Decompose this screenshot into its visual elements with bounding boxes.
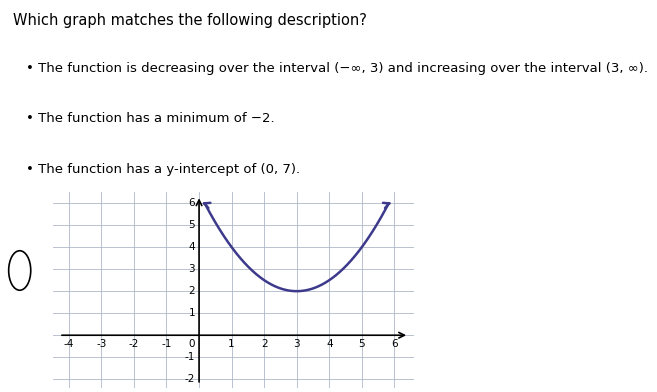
Text: 5: 5: [359, 339, 365, 349]
Text: 6: 6: [189, 198, 195, 208]
Text: • The function is decreasing over the interval (−∞, 3) and increasing over the i: • The function is decreasing over the in…: [26, 62, 648, 75]
Text: Which graph matches the following description?: Which graph matches the following descri…: [13, 13, 367, 28]
Text: 2: 2: [261, 339, 267, 349]
Text: -1: -1: [162, 339, 171, 349]
Text: • The function has a minimum of −2.: • The function has a minimum of −2.: [26, 113, 275, 125]
Text: 3: 3: [189, 264, 195, 274]
Text: 4: 4: [189, 242, 195, 252]
Text: 1: 1: [189, 308, 195, 318]
Text: 1: 1: [228, 339, 235, 349]
Text: -1: -1: [185, 352, 195, 362]
Text: 5: 5: [189, 220, 195, 230]
Text: 3: 3: [294, 339, 300, 349]
Text: -2: -2: [185, 374, 195, 384]
Text: • The function has a y-intercept of (0, 7).: • The function has a y-intercept of (0, …: [26, 163, 300, 176]
Text: -2: -2: [129, 339, 139, 349]
Text: -3: -3: [96, 339, 106, 349]
Text: 2: 2: [189, 286, 195, 296]
Text: 0: 0: [189, 339, 195, 349]
Text: 4: 4: [326, 339, 332, 349]
Text: 6: 6: [391, 339, 397, 349]
Text: -4: -4: [64, 339, 74, 349]
